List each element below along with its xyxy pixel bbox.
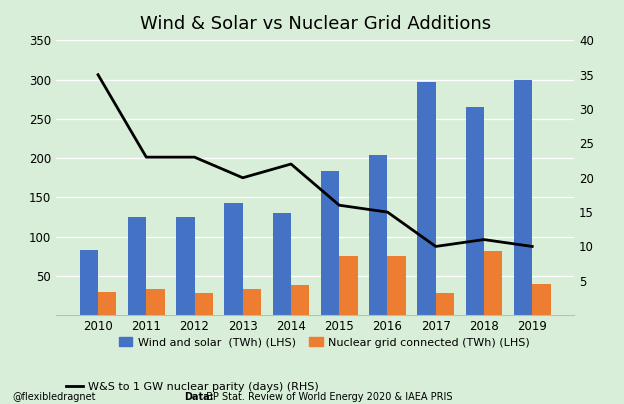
Bar [436,293,454,315]
Legend: W&S to 1 GW nuclear parity (days) (RHS): W&S to 1 GW nuclear parity (days) (RHS) [62,377,324,396]
Text: Data:: Data: [184,392,213,402]
Bar [128,217,146,315]
Text: BP Stat. Review of World Energy 2020 & IAEA PRIS: BP Stat. Review of World Energy 2020 & I… [203,392,452,402]
Bar [176,217,195,315]
Bar [225,203,243,315]
Text: @flexibledragnet: @flexibledragnet [12,392,96,402]
Bar [146,289,165,315]
Bar [291,285,310,315]
Bar [195,293,213,315]
Bar [80,250,98,315]
Bar [484,251,502,315]
Bar [466,107,484,315]
Bar [369,155,388,315]
Legend: Wind and solar  (TWh) (LHS), Nuclear grid connected (TWh) (LHS): Wind and solar (TWh) (LHS), Nuclear grid… [115,333,534,352]
Bar [532,284,550,315]
Bar [98,292,116,315]
Bar [243,289,261,315]
Title: Wind & Solar vs Nuclear Grid Additions: Wind & Solar vs Nuclear Grid Additions [140,15,490,33]
Bar [514,80,532,315]
Bar [321,171,339,315]
Bar [388,256,406,315]
Bar [339,256,358,315]
Bar [273,213,291,315]
Bar [417,82,436,315]
